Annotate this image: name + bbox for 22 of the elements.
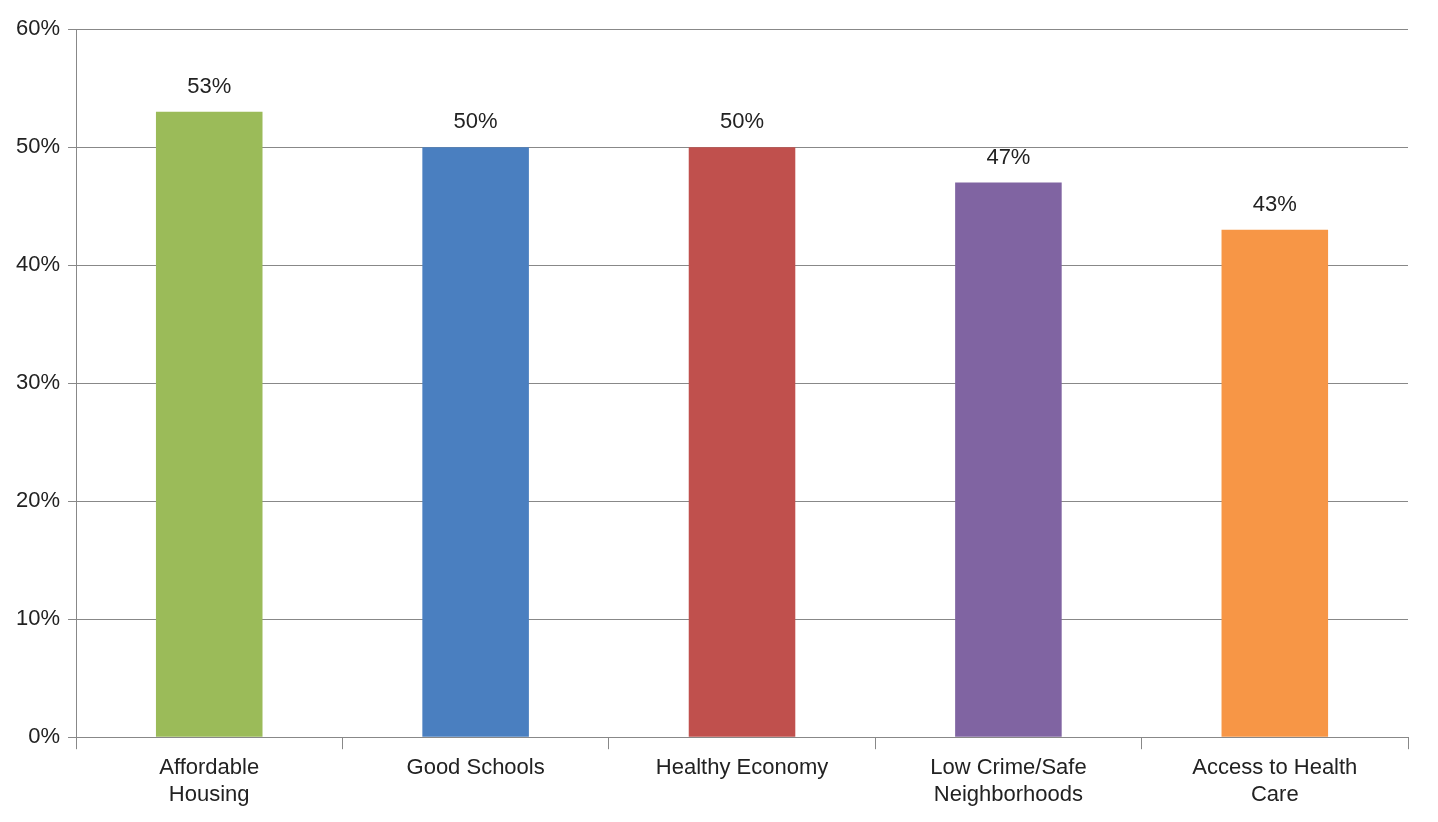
y-tick-label: 60%	[15, 15, 61, 41]
y-tick-label: 10%	[15, 605, 61, 631]
bar	[1221, 229, 1329, 737]
y-tick-label: 50%	[15, 133, 61, 159]
data-label: 47%	[986, 143, 1031, 169]
x-tick-label: Access to Health Care	[1192, 754, 1358, 806]
y-tick-label: 0%	[28, 723, 61, 749]
y-tick-label: 40%	[15, 251, 61, 277]
data-label: 50%	[453, 108, 498, 134]
x-tick-label: Affordable Housing	[159, 754, 260, 806]
bar	[422, 147, 529, 737]
y-tick-label: 30%	[15, 369, 61, 395]
data-label: 50%	[719, 108, 765, 134]
y-tick-label: 20%	[15, 487, 61, 513]
data-label: 53%	[187, 72, 232, 98]
bar	[955, 182, 1062, 737]
x-tick-label: Healthy Economy	[655, 754, 829, 780]
bar	[155, 111, 263, 737]
bar	[688, 147, 796, 737]
x-tick-label: Good Schools	[406, 754, 545, 780]
data-label: 43%	[1252, 190, 1297, 216]
x-tick-label: Low Crime/Safe Neighborhoods	[930, 754, 1087, 806]
